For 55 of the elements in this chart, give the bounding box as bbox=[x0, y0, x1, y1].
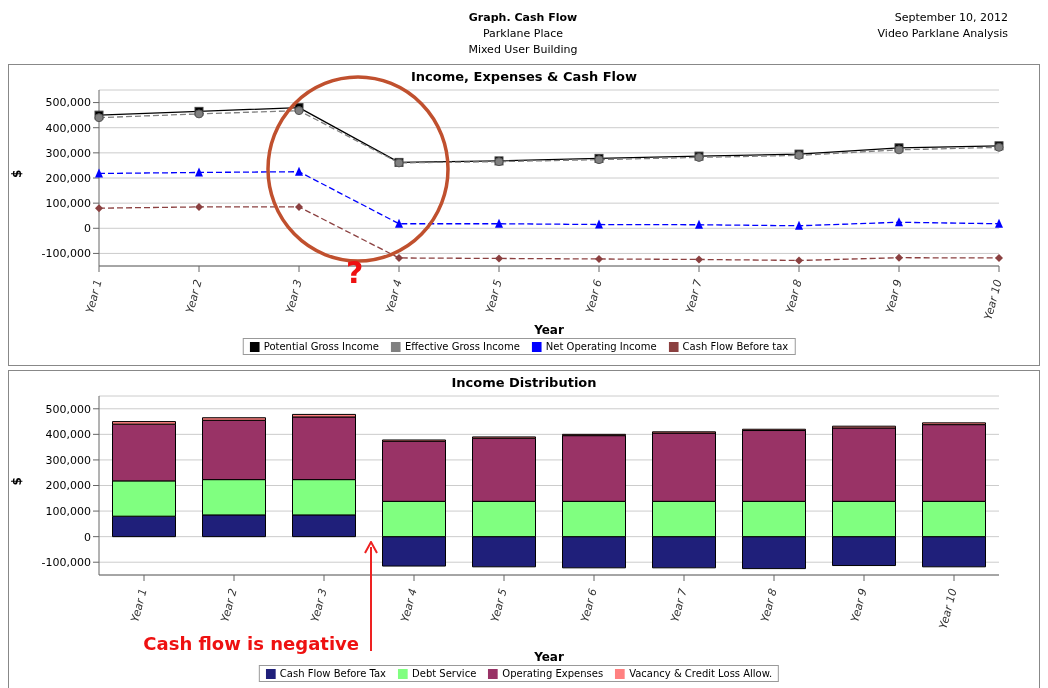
x-tick-label: Year 4 bbox=[398, 587, 420, 624]
legend-label: Debt Service bbox=[411, 668, 477, 679]
x-tick-label: Year 8 bbox=[758, 587, 780, 624]
x-tick-label: Year 7 bbox=[668, 587, 690, 624]
chart-title: Income Distribution bbox=[450, 375, 598, 390]
legend-label: Vacancy & Credit Loss Allow. bbox=[628, 668, 773, 679]
y-tick-label: -100,000 bbox=[41, 247, 91, 261]
y-tick-label: -100,000 bbox=[41, 556, 91, 570]
y-axis-title: $ bbox=[10, 169, 25, 178]
y-tick-label: 100,000 bbox=[45, 197, 91, 211]
annotation: ? bbox=[346, 255, 364, 290]
y-tick-label: 0 bbox=[84, 222, 91, 236]
legend-label: Operating Expenses bbox=[501, 668, 604, 679]
x-tick-label: Year 9 bbox=[848, 587, 870, 624]
y-tick-label: 300,000 bbox=[45, 453, 91, 467]
y-tick-label: 500,000 bbox=[45, 96, 91, 110]
x-tick-label: Year 3 bbox=[308, 587, 330, 624]
legend-label: Potential Gross Income bbox=[262, 341, 379, 352]
x-tick-label: Year 9 bbox=[883, 278, 905, 315]
x-tick-label: Year 5 bbox=[488, 587, 510, 624]
y-tick-label: 100,000 bbox=[45, 504, 91, 518]
chart-title: Income, Expenses & Cash Flow bbox=[410, 69, 638, 84]
text: Mixed User Building bbox=[467, 42, 579, 58]
y-tick-label: 200,000 bbox=[45, 479, 91, 493]
text: Parklane Place bbox=[482, 27, 564, 40]
y-tick-label: 400,000 bbox=[45, 428, 91, 442]
y-tick-label: 400,000 bbox=[45, 121, 91, 135]
y-axis-title: $ bbox=[10, 477, 25, 486]
legend-label: Net Operating Income bbox=[544, 341, 657, 352]
legend-label: Cash Flow Before tax bbox=[681, 341, 789, 352]
y-tick-label: 500,000 bbox=[45, 402, 91, 416]
text: September 10, 2012 bbox=[893, 10, 1008, 26]
legend-label: Effective Gross Income bbox=[403, 341, 520, 352]
y-tick-label: 0 bbox=[84, 530, 91, 544]
x-tick-label: Year 2 bbox=[218, 587, 240, 624]
x-tick-label: Year 1 bbox=[128, 587, 150, 624]
y-tick-label: 300,000 bbox=[45, 146, 91, 160]
x-tick-label: Year 2 bbox=[183, 278, 205, 315]
x-tick-label: Year 4 bbox=[383, 278, 405, 315]
text: Video Parklane Analysis bbox=[877, 26, 1008, 42]
text: Cash flow is negative bbox=[143, 633, 359, 654]
x-tick-label: Year 7 bbox=[683, 278, 705, 315]
x-tick-label: Year 10 bbox=[981, 278, 1005, 322]
x-axis-title: Year bbox=[533, 323, 564, 337]
x-tick-label: Year 6 bbox=[583, 278, 605, 315]
x-tick-label: Year 1 bbox=[83, 278, 105, 315]
x-tick-label: Year 10 bbox=[936, 587, 960, 631]
x-tick-label: Year 5 bbox=[483, 278, 505, 315]
x-tick-label: Year 6 bbox=[578, 587, 600, 624]
x-tick-label: Year 3 bbox=[283, 278, 305, 315]
text: Graph. Cash Flow bbox=[468, 11, 578, 24]
legend-label: Cash Flow Before Tax bbox=[278, 668, 387, 679]
x-axis-title: Year bbox=[533, 650, 564, 664]
x-tick-label: Year 8 bbox=[783, 278, 805, 315]
y-tick-label: 200,000 bbox=[45, 171, 91, 185]
